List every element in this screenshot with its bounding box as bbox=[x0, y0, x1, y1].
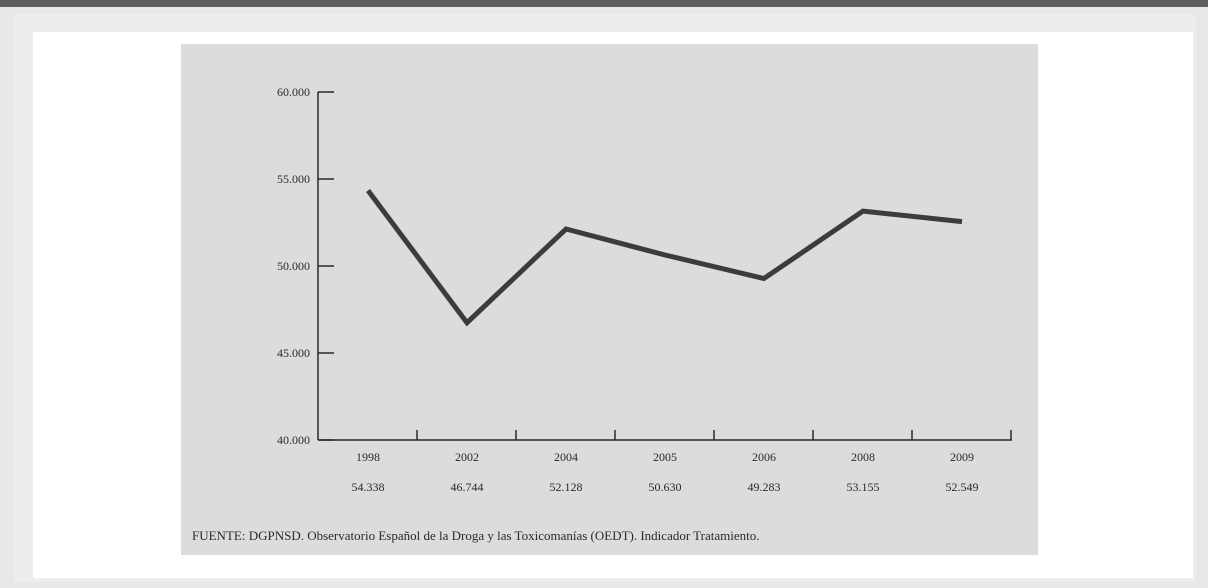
x-tick-labels: 1998 2002 2004 2005 2006 2008 2009 bbox=[356, 450, 974, 464]
x-tick-label: 2002 bbox=[455, 450, 479, 464]
top-bar bbox=[0, 0, 1208, 7]
value-labels: 54.338 46.744 52.128 50.630 49.283 53.155 52.5… bbox=[352, 480, 979, 494]
data-value-label: 54.338 bbox=[352, 480, 385, 494]
x-tick-label: 2006 bbox=[752, 450, 776, 464]
series-line bbox=[365, 189, 963, 327]
x-ticks bbox=[416, 430, 1012, 440]
source-note: FUENTE: DGPNSD. Observatorio Español de … bbox=[192, 528, 760, 543]
y-tick-label: 40.000 bbox=[277, 433, 310, 447]
y-ticks: 40.000 45.000 50.000 55.000 60.000 bbox=[277, 85, 334, 447]
y-tick-label: 55.000 bbox=[277, 172, 310, 186]
data-value-label: 52.549 bbox=[946, 480, 979, 494]
x-tick-label: 1998 bbox=[356, 450, 380, 464]
data-value-label: 50.630 bbox=[649, 480, 682, 494]
y-tick-label: 50.000 bbox=[277, 259, 310, 273]
data-value-label: 49.283 bbox=[748, 480, 781, 494]
data-value-label: 53.155 bbox=[847, 480, 880, 494]
x-tick-label: 2004 bbox=[554, 450, 578, 464]
x-tick-label: 2008 bbox=[851, 450, 875, 464]
x-tick-label: 2005 bbox=[653, 450, 677, 464]
chart-panel bbox=[181, 44, 1038, 555]
data-value-label: 46.744 bbox=[451, 480, 484, 494]
y-tick-label: 45.000 bbox=[277, 346, 310, 360]
data-value-label: 52.128 bbox=[550, 480, 583, 494]
y-tick-label: 60.000 bbox=[277, 85, 310, 99]
x-tick-label: 2009 bbox=[950, 450, 974, 464]
